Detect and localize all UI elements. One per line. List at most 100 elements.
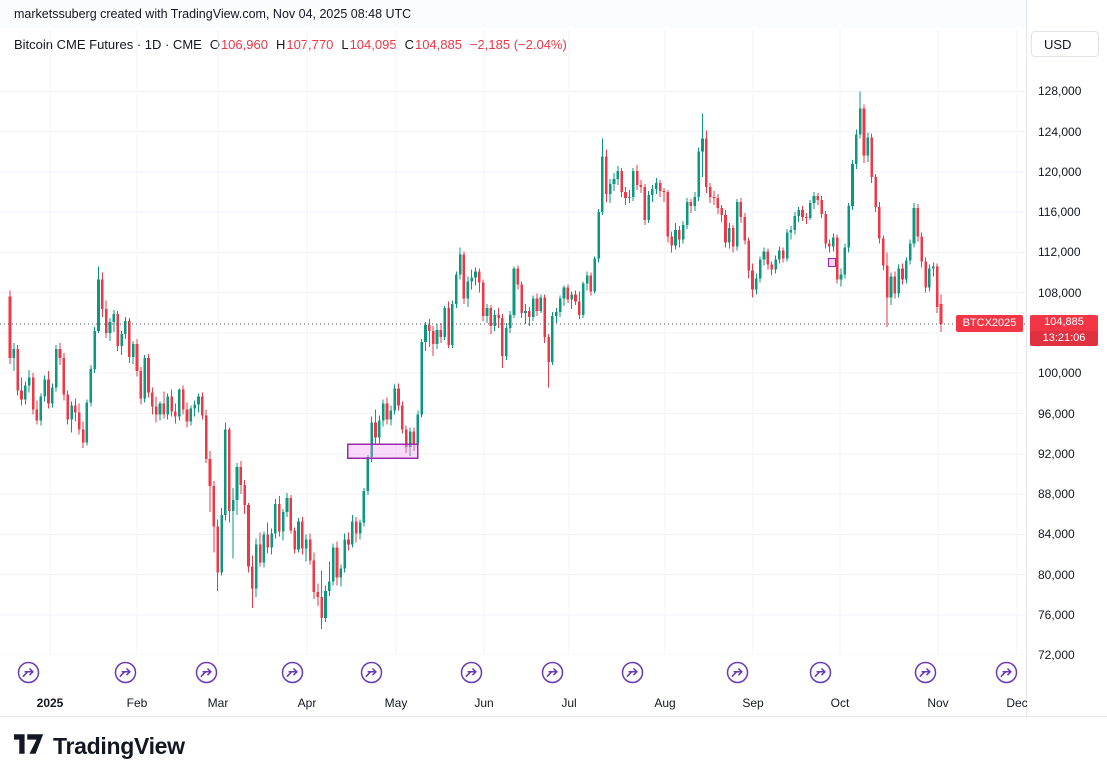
candle-body — [362, 491, 366, 523]
candle-body — [193, 404, 196, 409]
contract-rollover-icon[interactable] — [114, 661, 137, 684]
price-tick-label: 120,000 — [1038, 164, 1082, 179]
candle-body — [35, 409, 39, 421]
month-label: Aug — [654, 696, 676, 710]
candle-body — [678, 230, 681, 240]
candle-body — [216, 526, 220, 573]
contract-rollover-icon[interactable] — [460, 661, 483, 684]
month-label: Jun — [474, 696, 494, 710]
candle-body — [539, 297, 543, 311]
candle-body — [862, 108, 866, 156]
candle-body — [104, 308, 108, 333]
candle-body — [612, 178, 616, 184]
candle-body — [143, 358, 146, 399]
candle-body — [681, 225, 685, 240]
candle-body — [570, 294, 573, 300]
candle-body — [624, 191, 627, 199]
price-tick-label: 128,000 — [1038, 84, 1082, 99]
candle-body — [743, 217, 747, 241]
contract-rollover-icon[interactable] — [17, 661, 40, 684]
candle-body — [366, 456, 370, 492]
candle-body — [781, 250, 785, 259]
ohlc-close-value: 104,885 — [414, 36, 462, 52]
contract-rollover-icon[interactable] — [541, 661, 564, 684]
candle-body — [31, 377, 35, 410]
candle-body — [181, 389, 185, 410]
currency-button[interactable]: USD — [1031, 31, 1099, 57]
candle-body — [54, 349, 58, 388]
candle-body — [239, 466, 243, 486]
attribution-text: marketssuberg created with TradingView.c… — [14, 7, 412, 21]
contract-rollover-icon[interactable] — [809, 661, 832, 684]
candle-body — [693, 197, 697, 207]
candle-body — [524, 310, 527, 313]
contract-rollover-icon[interactable] — [281, 661, 304, 684]
candle-body — [720, 208, 723, 216]
candle-body — [58, 349, 62, 359]
month-label: Apr — [297, 696, 317, 710]
candle-body — [428, 324, 431, 331]
candle-body — [493, 314, 497, 326]
candle-body — [393, 388, 396, 411]
candle-body — [343, 539, 346, 569]
candle-body — [931, 266, 935, 269]
candle-body — [27, 377, 31, 386]
contract-rollover-icon[interactable] — [195, 661, 218, 684]
candle-body — [866, 137, 870, 156]
candle-body — [778, 250, 781, 260]
candle-body — [328, 581, 331, 591]
candlestick-chart[interactable] — [0, 0, 1026, 716]
price-tick-label: 100,000 — [1038, 366, 1082, 381]
candle-body — [739, 202, 743, 218]
tradingview-logo[interactable]: TradingView — [14, 732, 185, 761]
candle-body — [177, 389, 181, 417]
candle-body — [301, 521, 304, 549]
contract-rollover-icon[interactable] — [360, 661, 383, 684]
candle-body — [154, 406, 158, 415]
candle-body — [277, 504, 281, 532]
candle-body — [131, 344, 135, 358]
candle-body — [520, 284, 523, 313]
month-label: Oct — [830, 696, 850, 710]
contract-rollover-icon[interactable] — [995, 661, 1018, 684]
candle-body — [381, 403, 385, 421]
candle-body — [558, 298, 562, 312]
candle-body — [70, 405, 73, 420]
candle-body — [47, 379, 50, 404]
time-axis[interactable]: 2025 Feb Mar Apr May Jun Jul Aug Sep Oct Nov Dec — [0, 655, 1028, 716]
candle-body — [639, 184, 643, 187]
price-tick-label: 124,000 — [1038, 124, 1082, 139]
candle-body — [716, 198, 720, 209]
candle-body — [258, 544, 262, 563]
candle-body — [339, 568, 343, 578]
ohlc-low: L 104,095 — [341, 37, 396, 52]
candle-body — [628, 197, 631, 199]
candle-body — [220, 515, 223, 573]
symbol-header: Bitcoin CME Futures · 1D · CME O 106,960 … — [14, 35, 567, 53]
month-label: Jul — [561, 696, 577, 710]
contract-rollover-icon[interactable] — [621, 661, 644, 684]
price-tick-label: 96,000 — [1038, 406, 1075, 421]
month-label: Nov — [927, 696, 949, 710]
ohlc-low-value: 104,095 — [349, 36, 397, 52]
price-axis[interactable]: USD 128,000 124,000 120,000 116,000 112,000 1… — [1026, 0, 1107, 716]
candle-body — [247, 505, 250, 567]
candle-body — [770, 264, 774, 270]
drawing-mini-square[interactable] — [828, 257, 837, 268]
candle-body — [166, 396, 170, 415]
ohlc-high-value: 107,770 — [286, 36, 334, 52]
candle-body — [728, 228, 731, 243]
candle-body — [581, 283, 585, 315]
contract-rollover-icon[interactable] — [914, 661, 937, 684]
candle-body — [43, 379, 46, 397]
ohlc-open: O 106,960 — [210, 37, 268, 52]
candle-body — [855, 134, 858, 164]
candle-body — [462, 254, 466, 299]
candle-body — [312, 560, 316, 592]
ohlc-open-value: 106,960 — [220, 36, 268, 52]
candle-body — [562, 287, 566, 299]
drawing-rectangle[interactable] — [347, 443, 419, 459]
contract-rollover-icon[interactable] — [726, 661, 749, 684]
candle-body — [685, 202, 689, 226]
tradingview-logo-icon — [14, 732, 44, 761]
